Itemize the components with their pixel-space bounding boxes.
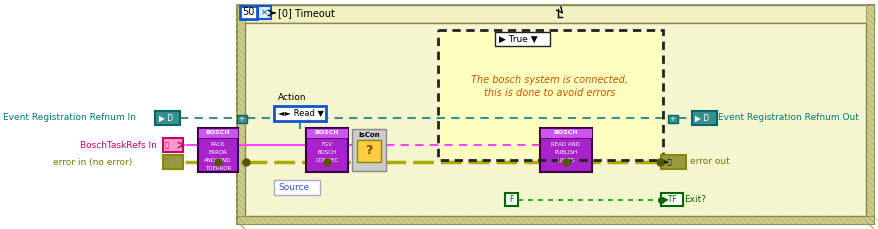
Text: BOSCH: BOSCH (317, 150, 336, 155)
Text: READ AND: READ AND (551, 142, 579, 147)
Text: isCon: isCon (357, 132, 379, 138)
Text: ▶ D: ▶ D (694, 114, 709, 123)
Bar (237, 5, 873, 224)
Text: ▶⬛: ▶⬛ (662, 159, 672, 165)
Bar (198, 128, 238, 172)
Bar (237, 5, 873, 23)
Text: ANDSEND: ANDSEND (204, 158, 232, 163)
Text: BOSCH: BOSCH (553, 131, 578, 136)
Text: Action: Action (277, 93, 306, 103)
Bar (865, 5, 873, 224)
Text: FGV: FGV (321, 142, 332, 147)
Text: ▶ D: ▶ D (159, 114, 173, 123)
Text: CONNEC: CONNEC (315, 158, 338, 163)
Text: ✕: ✕ (260, 8, 267, 16)
Bar (440, 32, 660, 158)
Bar (237, 115, 247, 123)
Bar (539, 128, 591, 138)
Text: [0] Timeout: [0] Timeout (277, 8, 335, 18)
Text: Event Registration Refnum Out: Event Registration Refnum Out (717, 114, 858, 123)
Text: this is done to avoid errors: this is done to avoid errors (484, 88, 615, 98)
Bar (237, 5, 245, 224)
Bar (437, 30, 662, 160)
Bar (162, 155, 183, 169)
Text: 50: 50 (241, 7, 254, 17)
Bar (351, 129, 385, 171)
Text: error in (no error): error in (no error) (53, 158, 132, 166)
Text: ◄► Read ▼: ◄► Read ▼ (277, 109, 324, 117)
Bar (245, 23, 865, 216)
Bar (274, 106, 326, 121)
Bar (356, 140, 380, 162)
Bar (155, 111, 180, 125)
Bar (539, 128, 591, 172)
Text: ?: ? (365, 144, 372, 158)
Text: RACK: RACK (211, 142, 225, 147)
Text: Exit?: Exit? (683, 196, 705, 204)
Bar (198, 128, 238, 138)
Text: +: + (668, 116, 674, 122)
Text: BOSCH: BOSCH (314, 131, 339, 136)
Text: BoschTaskRefs In: BoschTaskRefs In (80, 141, 156, 150)
Bar (240, 6, 256, 19)
Text: F: F (508, 194, 513, 204)
Text: LIMITS: LIMITS (557, 158, 574, 163)
Bar (306, 128, 348, 172)
Text: TOERROR: TOERROR (205, 166, 231, 171)
Text: BOSCH: BOSCH (205, 131, 230, 136)
Bar (237, 216, 873, 224)
Bar (667, 115, 677, 123)
Bar (306, 128, 348, 138)
Bar (245, 23, 865, 216)
Bar (274, 180, 320, 195)
Bar (505, 193, 517, 206)
Text: error out: error out (689, 158, 729, 166)
Text: PUBLISH: PUBLISH (554, 150, 577, 155)
Text: +: + (238, 116, 243, 122)
Bar (660, 155, 685, 169)
Text: ⬛: ⬛ (165, 142, 169, 148)
Text: ▶ True ▼: ▶ True ▼ (499, 35, 537, 44)
Text: ▶TF: ▶TF (662, 194, 677, 204)
Text: The bosch system is connected,: The bosch system is connected, (471, 75, 628, 85)
Bar (494, 32, 550, 46)
Bar (660, 193, 682, 206)
Text: ERROR: ERROR (208, 150, 227, 155)
Text: ⬛: ⬛ (165, 159, 169, 165)
Bar (258, 6, 270, 19)
Text: Event Registration Refnum In: Event Registration Refnum In (3, 114, 136, 123)
Bar (691, 111, 716, 125)
Text: Source: Source (277, 183, 309, 191)
Bar (162, 138, 183, 152)
